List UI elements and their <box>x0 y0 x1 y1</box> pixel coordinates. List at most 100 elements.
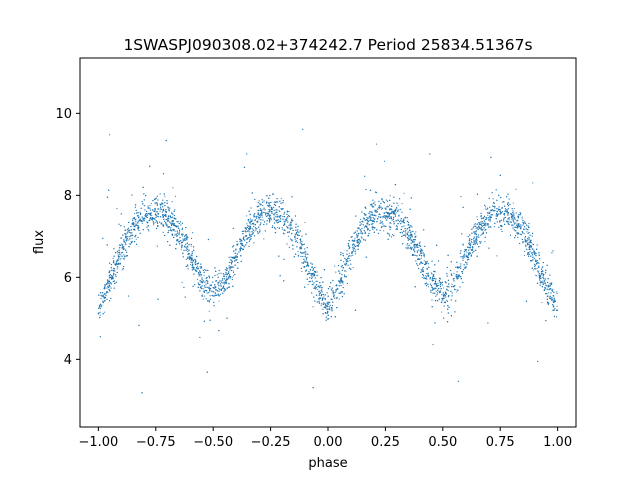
data-point <box>524 228 526 231</box>
data-point <box>113 287 115 289</box>
data-point <box>415 231 417 233</box>
data-point <box>437 282 439 284</box>
data-point <box>301 270 303 273</box>
data-point <box>327 301 329 303</box>
data-point <box>136 215 138 217</box>
data-point <box>185 249 187 251</box>
data-point <box>146 216 149 219</box>
data-point <box>120 225 122 227</box>
data-point <box>209 298 212 300</box>
data-point <box>441 311 443 313</box>
data-point <box>345 270 347 272</box>
data-point <box>340 251 342 254</box>
data-point <box>229 259 232 261</box>
data-point <box>186 264 189 266</box>
data-point <box>314 277 316 279</box>
data-point <box>439 290 441 292</box>
data-point <box>491 192 493 194</box>
data-point <box>157 208 159 210</box>
data-point <box>198 273 200 275</box>
data-point <box>515 222 517 224</box>
data-point <box>538 272 540 275</box>
data-point <box>462 243 464 245</box>
data-point <box>472 247 474 249</box>
data-point <box>364 213 366 215</box>
data-point <box>427 272 429 274</box>
data-point <box>112 261 115 263</box>
data-point <box>535 275 538 277</box>
data-point <box>174 195 177 197</box>
data-point <box>220 285 222 287</box>
data-point <box>432 277 434 279</box>
data-point <box>113 280 116 282</box>
data-point <box>444 281 446 283</box>
data-point <box>288 246 290 248</box>
data-point <box>121 243 123 245</box>
data-point <box>389 195 391 197</box>
data-point <box>388 225 391 227</box>
data-point <box>268 208 270 211</box>
data-point <box>149 214 151 216</box>
data-point <box>463 267 465 269</box>
data-point <box>371 205 373 207</box>
data-point <box>437 292 439 294</box>
data-point <box>519 233 521 235</box>
data-point <box>108 279 110 281</box>
data-point <box>173 214 176 217</box>
data-point <box>303 251 305 253</box>
data-point <box>135 220 137 223</box>
data-point <box>277 209 279 211</box>
data-point <box>460 263 462 265</box>
data-point <box>147 205 149 207</box>
data-point <box>521 231 524 233</box>
data-point <box>194 261 196 264</box>
data-point <box>407 239 409 241</box>
data-point <box>446 266 448 269</box>
data-point <box>116 268 118 270</box>
data-point <box>200 275 202 277</box>
data-point <box>274 213 276 215</box>
data-point <box>313 282 315 284</box>
data-point <box>370 219 373 222</box>
data-point <box>220 272 222 274</box>
data-point <box>212 281 214 283</box>
data-point <box>354 237 356 239</box>
data-point <box>326 292 328 294</box>
data-point <box>552 288 554 290</box>
data-point <box>373 206 375 208</box>
data-point <box>302 128 304 130</box>
data-point <box>259 213 262 215</box>
data-point <box>304 221 306 224</box>
data-point <box>299 242 301 244</box>
data-point <box>416 246 418 248</box>
data-point <box>283 223 286 225</box>
data-point <box>396 225 398 227</box>
data-point <box>397 204 399 207</box>
data-point <box>393 202 395 204</box>
data-point <box>268 205 270 207</box>
data-point <box>201 279 203 281</box>
data-point <box>211 290 213 292</box>
data-point <box>232 275 235 277</box>
data-point <box>380 206 382 208</box>
data-point <box>297 250 299 252</box>
data-point <box>346 282 349 285</box>
data-point <box>108 300 111 302</box>
data-point <box>425 285 428 287</box>
data-point <box>496 215 498 218</box>
data-point <box>505 211 507 213</box>
data-point <box>499 210 501 212</box>
data-point <box>513 223 516 225</box>
data-point <box>556 292 558 295</box>
data-point <box>190 243 192 246</box>
data-point <box>150 202 152 205</box>
data-point <box>478 221 480 224</box>
data-point <box>382 225 385 227</box>
data-point <box>415 260 417 262</box>
data-point <box>113 248 115 250</box>
data-point <box>362 224 364 226</box>
data-point <box>401 231 403 233</box>
data-point <box>545 293 547 295</box>
data-point <box>355 249 357 251</box>
data-point <box>484 204 486 206</box>
